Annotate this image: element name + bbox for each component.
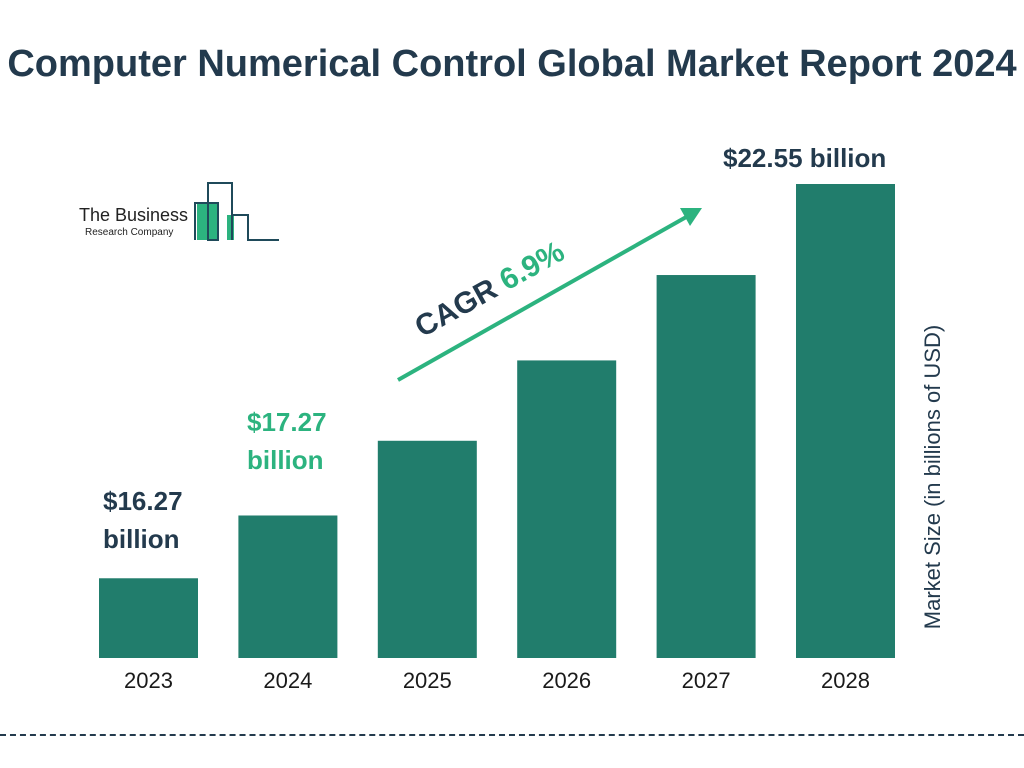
x-tick-2023: 2023	[124, 668, 173, 693]
logo-text: The Business	[79, 205, 189, 225]
cagr-arrow	[397, 208, 702, 382]
bar-2024	[238, 515, 338, 658]
data-label-2024: $17.27 billion	[247, 407, 327, 475]
logo-subtext: Research Company	[85, 227, 174, 238]
y-axis-label: Market Size (in billions of USD)	[920, 324, 945, 630]
dashed-divider	[0, 734, 1024, 736]
bar-2026	[517, 360, 617, 658]
x-tick-2024: 2024	[263, 668, 313, 693]
bar-2028	[796, 184, 895, 658]
x-tick-2027: 2027	[681, 668, 731, 693]
chart-title: Computer Numerical Control Global Market…	[7, 43, 1017, 85]
bar-2023	[99, 578, 198, 658]
data-label-2023: $16.27 billion	[103, 486, 183, 554]
data-label-2028: $22.55 billion	[723, 143, 887, 173]
logo-bar-green-2	[227, 215, 234, 240]
x-tick-2026: 2026	[542, 668, 592, 693]
x-tick-2028: 2028	[821, 668, 870, 693]
x-tick-2025: 2025	[402, 668, 452, 693]
logo-graphic	[194, 182, 279, 241]
bar-2025	[377, 440, 477, 658]
bar-2027	[656, 275, 756, 658]
